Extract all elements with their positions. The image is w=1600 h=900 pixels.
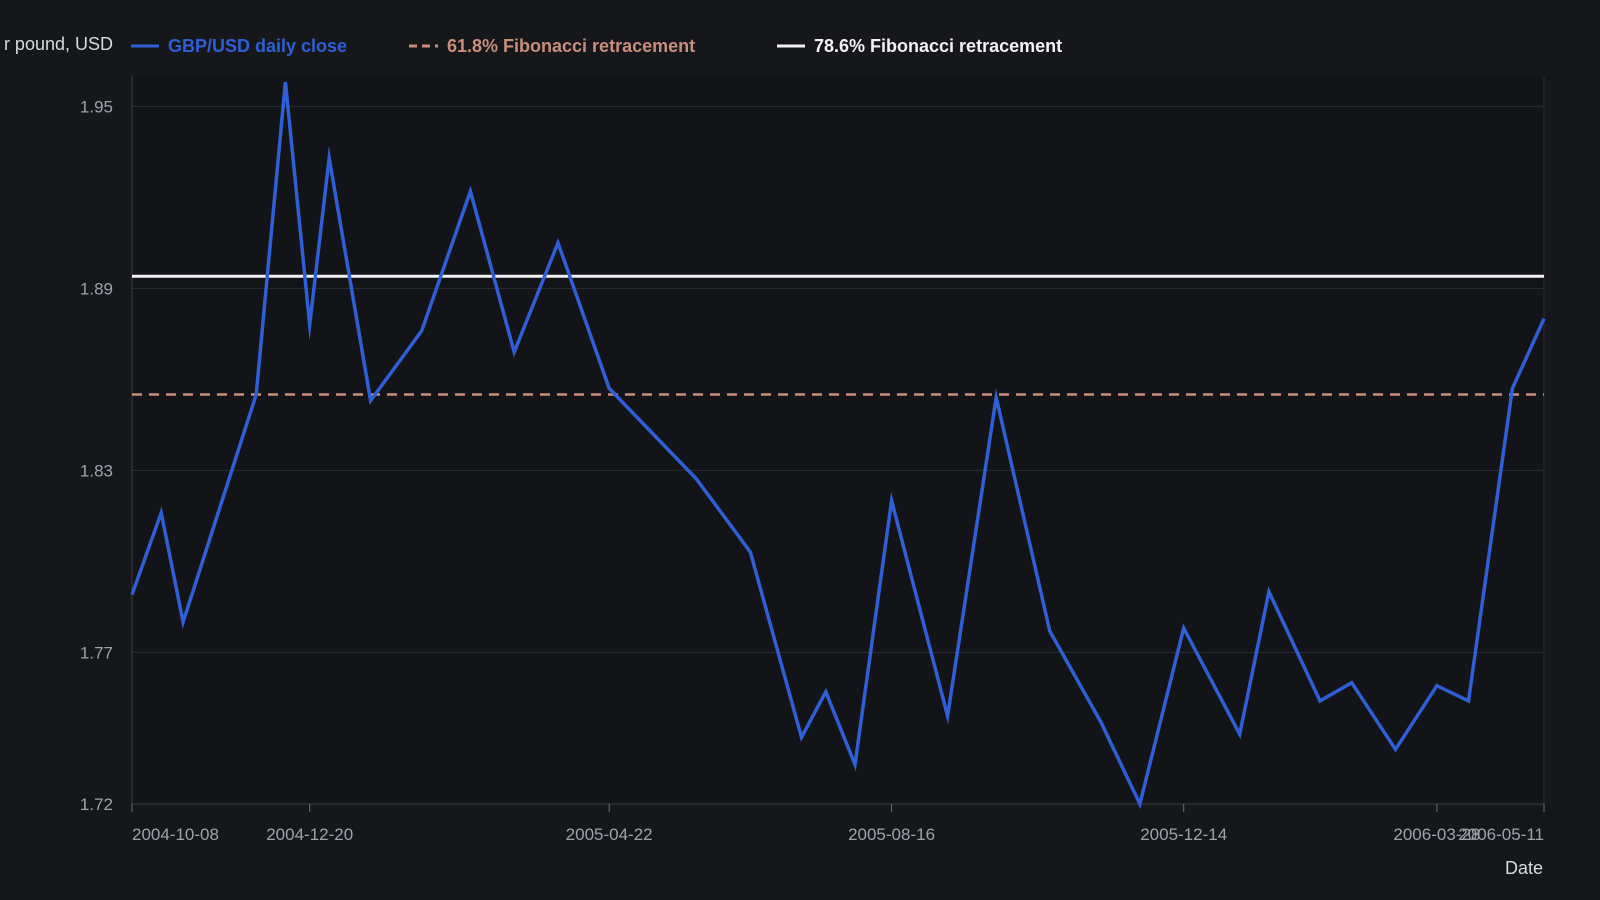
- close-price-point: [1435, 684, 1439, 688]
- y-tick-label: 1.95: [80, 97, 113, 116]
- close-price-point: [1467, 699, 1471, 703]
- x-tick-label: 2005-08-16: [848, 825, 935, 844]
- plot-area: [132, 76, 1544, 804]
- close-price-point: [799, 735, 803, 739]
- y-tick-label: 1.77: [80, 643, 113, 662]
- legend-label-close: GBP/USD daily close: [168, 36, 347, 56]
- close-price-point: [283, 80, 287, 84]
- close-price-point: [853, 763, 857, 767]
- close-price-point: [369, 399, 373, 403]
- y-tick-label: 1.83: [80, 461, 113, 480]
- close-price-point: [308, 323, 312, 327]
- close-price-point: [748, 550, 752, 554]
- close-price-point: [130, 593, 134, 597]
- close-price-point: [556, 241, 560, 245]
- close-price-point: [1099, 720, 1103, 724]
- close-price-point: [468, 189, 472, 193]
- x-tick-label: 2005-12-14: [1140, 825, 1227, 844]
- close-price-point: [1182, 626, 1186, 630]
- close-price-point: [1238, 732, 1242, 736]
- x-axis-title: Date: [1505, 858, 1543, 878]
- x-tick-label: 2006-03-28: [1393, 825, 1480, 844]
- close-price-point: [420, 329, 424, 333]
- close-price-point: [181, 620, 185, 624]
- close-price-point: [1138, 802, 1142, 806]
- close-price-point: [994, 396, 998, 400]
- close-price-point: [1048, 629, 1052, 633]
- close-price-point: [1267, 590, 1271, 594]
- close-price-point: [890, 499, 894, 503]
- close-price-point: [1393, 747, 1397, 751]
- close-price-point: [159, 511, 163, 515]
- close-price-point: [512, 350, 516, 354]
- close-price-point: [824, 690, 828, 694]
- close-price-point: [607, 386, 611, 390]
- x-tick-label: 2005-04-22: [566, 825, 653, 844]
- legend: GBP/USD daily close 61.8% Fibonacci retr…: [131, 36, 1062, 56]
- y-axis-title: r pound, USD: [4, 34, 113, 54]
- y-tick-label: 1.72: [80, 795, 113, 814]
- series-group: [130, 80, 1546, 810]
- x-tick-label: 2004-10-08: [132, 825, 219, 844]
- close-price-point: [1510, 386, 1514, 390]
- close-price-point: [946, 714, 950, 718]
- y-tick-label: 1.89: [80, 279, 113, 298]
- close-price-point: [695, 477, 699, 481]
- legend-label-fib-786: 78.6% Fibonacci retracement: [814, 36, 1062, 56]
- x-tick-label: 2006-05-11: [1458, 825, 1544, 844]
- x-axis: 2004-10-08 2004-12-20 2005-04-22 2005-08-16…: [131, 803, 1545, 844]
- close-price-point: [1542, 317, 1546, 321]
- legend-item-fib-618[interactable]: 61.8% Fibonacci retracement: [409, 36, 695, 56]
- close-price-point: [327, 156, 331, 160]
- close-price-point: [1318, 699, 1322, 703]
- close-price-point: [254, 393, 258, 397]
- y-axis: 1.72 1.77 1.83 1.89 1.95: [80, 76, 133, 814]
- close-price-line: [130, 81, 1546, 810]
- legend-item-close[interactable]: GBP/USD daily close: [131, 36, 347, 56]
- legend-label-fib-618: 61.8% Fibonacci retracement: [447, 36, 695, 56]
- x-tick-label: 2004-12-20: [266, 825, 353, 844]
- close-price-point: [1350, 681, 1354, 685]
- legend-item-fib-786[interactable]: 78.6% Fibonacci retracement: [777, 36, 1062, 56]
